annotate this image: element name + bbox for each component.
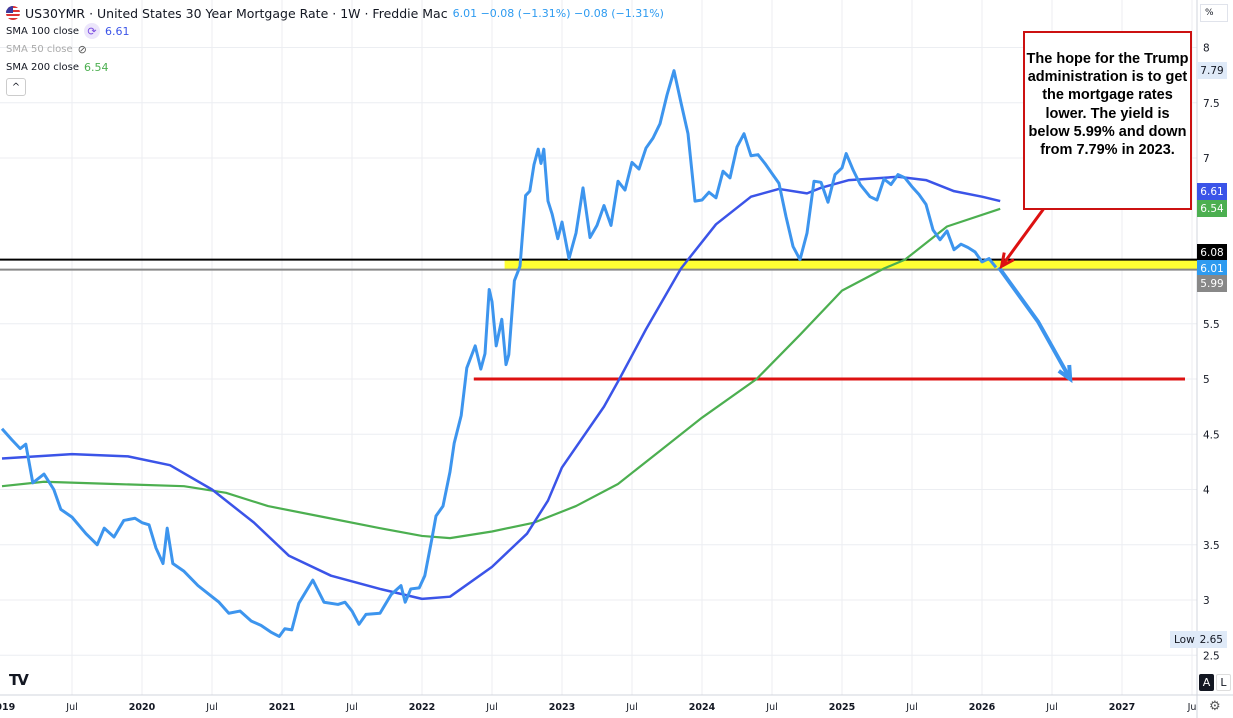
x-tick-label: 2024 — [689, 702, 716, 713]
y-tick-label: 3.5 — [1203, 540, 1220, 552]
price-label-sma100: 6.61 — [1197, 183, 1227, 200]
x-tick-label: 2019 — [0, 702, 15, 713]
x-tick-label: 2025 — [829, 702, 855, 713]
gear-icon[interactable]: ⚙ — [1209, 699, 1221, 714]
low-label: Low 2.65 — [1170, 631, 1227, 648]
y-tick-label: 5 — [1203, 374, 1210, 386]
us-flag-icon — [6, 6, 20, 20]
x-tick-label: Jul — [485, 702, 497, 713]
support-band — [504, 259, 1198, 270]
x-tick-label: Jul — [345, 702, 357, 713]
x-tick-label: Jul — [765, 702, 777, 713]
symbol-title[interactable]: US30YMR · United States 30 Year Mortgage… — [25, 5, 448, 21]
sma200-label[interactable]: SMA 200 close — [6, 61, 80, 73]
x-tick-label: Ju — [1187, 702, 1197, 713]
x-tick-label: Jul — [205, 702, 217, 713]
low-label-text: Low — [1174, 633, 1195, 646]
refresh-icon[interactable]: ⟳ — [84, 23, 101, 39]
sma100-value: 6.61 — [105, 24, 130, 38]
y-tick-label: 8 — [1203, 43, 1210, 55]
collapse-legend-button[interactable]: ^ — [6, 78, 26, 96]
annotation-arrow-head — [999, 252, 1015, 270]
price-label-high: 7.79 — [1197, 62, 1227, 79]
axis-unit[interactable]: % — [1200, 4, 1228, 22]
sma200-line — [1, 207, 1001, 540]
log-scale-button[interactable]: L — [1216, 674, 1231, 691]
x-tick-label: 2027 — [1109, 702, 1135, 713]
chevron-up-icon: ^ — [11, 81, 21, 93]
projection-arrow — [997, 266, 1072, 380]
auto-scale-button[interactable]: A — [1199, 674, 1214, 691]
x-tick-label: 2026 — [969, 702, 996, 713]
sma50-label[interactable]: SMA 50 close — [6, 43, 73, 55]
y-tick-label: 7.5 — [1203, 98, 1220, 110]
x-tick-label: 2020 — [129, 702, 156, 713]
annotation-box: The hope for the Trump administration is… — [1023, 31, 1192, 210]
x-tick-label: 2021 — [269, 702, 295, 713]
price-line — [0, 69, 998, 638]
x-tick-label: Jul — [625, 702, 637, 713]
y-tick-label: 4.5 — [1203, 429, 1220, 441]
y-tick-label: 2.5 — [1203, 650, 1220, 662]
y-tick-label: 5.5 — [1203, 319, 1220, 331]
x-tick-label: 2023 — [549, 702, 575, 713]
projection-arrow-head — [1057, 364, 1073, 384]
x-tick-label: Jul — [905, 702, 917, 713]
low-label-value: 2.65 — [1199, 633, 1223, 646]
price-label-line-bottom: 5.99 — [1197, 275, 1227, 292]
y-tick-label: 7 — [1203, 153, 1210, 165]
tradingview-logo[interactable]: TV — [9, 671, 29, 689]
symbol-values: 6.01 −0.08 (−1.31%) −0.08 (−1.31%) — [452, 6, 664, 20]
y-tick-label: 3 — [1203, 595, 1210, 607]
x-tick-label: 2022 — [409, 702, 435, 713]
sma200-value: 6.54 — [84, 60, 109, 74]
x-tick-label: Jul — [65, 702, 77, 713]
annotation-arrow — [1000, 207, 1045, 268]
x-tick-label: Jul — [1045, 702, 1057, 713]
price-label-last: 6.01 — [1197, 260, 1227, 277]
eye-off-icon[interactable]: ⊘ — [77, 42, 87, 56]
y-tick-label: 4 — [1203, 485, 1210, 497]
price-label-line-top: 6.08 — [1197, 244, 1227, 261]
price-label-sma200: 6.54 — [1197, 200, 1227, 217]
sma100-label[interactable]: SMA 100 close — [6, 25, 80, 37]
chart-legend: US30YMR · United States 30 Year Mortgage… — [6, 4, 664, 96]
